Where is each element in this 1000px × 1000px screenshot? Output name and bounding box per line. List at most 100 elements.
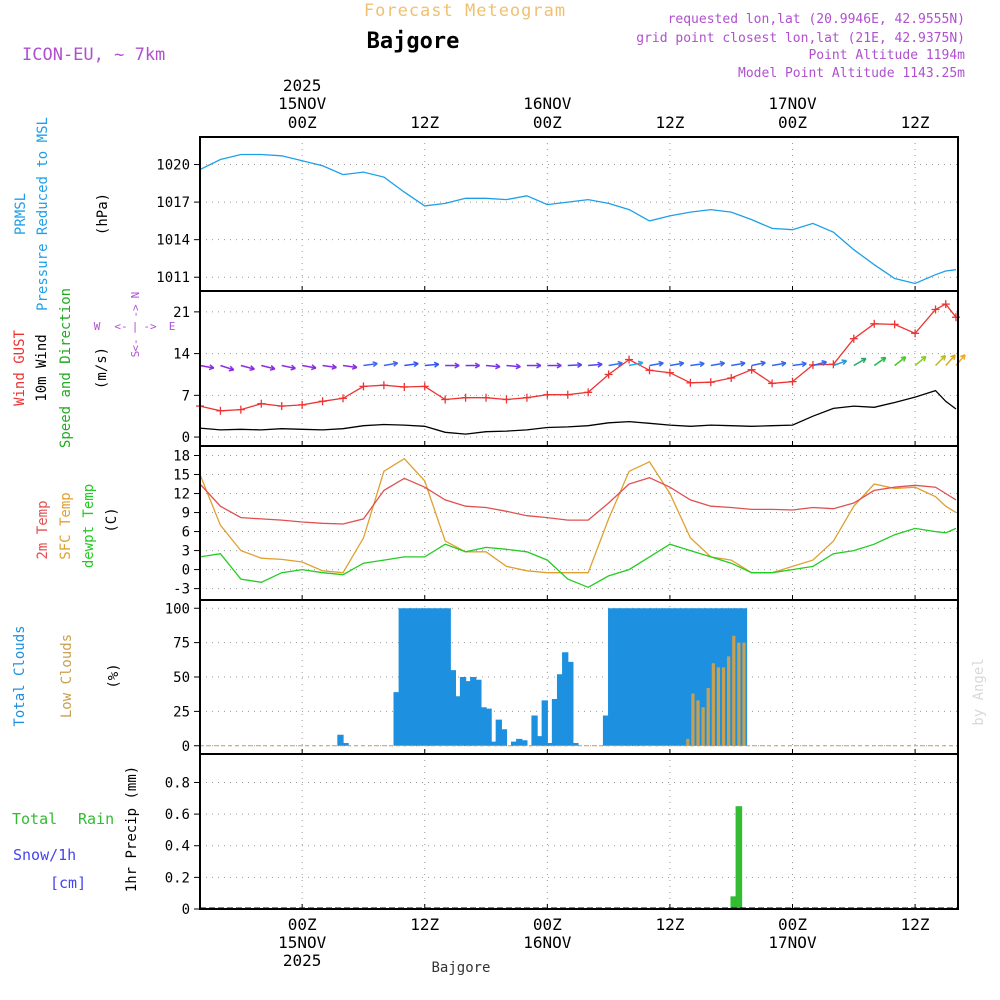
total-cloud-bar	[454, 696, 462, 746]
compass-e: E	[169, 320, 176, 333]
bottom-tick-label: 12Z	[655, 915, 684, 934]
ytick-label: -3	[173, 582, 190, 598]
low-cloud-bar	[706, 688, 710, 746]
arrow-shaft	[261, 364, 276, 370]
ytick-label: 7	[182, 388, 190, 404]
wind-direction-arrow	[506, 363, 521, 370]
total-cloud-bar	[567, 661, 574, 746]
total-cloud-bar	[705, 608, 712, 746]
total-cloud-bar	[521, 740, 528, 746]
grid-point-coords: grid point closest lon,lat (21E, 42.9375…	[636, 31, 965, 46]
bottom-tick-label: 12Z	[410, 915, 439, 934]
arrow-head-b	[228, 369, 234, 372]
total-cloud-bar	[602, 715, 610, 746]
total-cloud-bar	[699, 608, 707, 746]
arrow-shaft	[302, 364, 317, 369]
gust-marker	[747, 365, 756, 374]
arrow-head-b	[310, 367, 317, 371]
compass-e-arrow: ->	[143, 320, 157, 333]
low-cloud-bar	[686, 738, 690, 746]
total-cloud-bar	[648, 608, 656, 746]
total-cloud-bar	[633, 608, 640, 746]
top-tick-label: 12Z	[410, 113, 439, 132]
arrow-head-b	[434, 363, 440, 368]
total-cloud-bar	[337, 734, 344, 746]
gust-marker	[257, 399, 266, 408]
dewpt-line	[199, 527, 957, 589]
wind-direction-arrow	[833, 359, 848, 367]
total-cloud-bar	[429, 608, 436, 746]
ytick-label: 15	[173, 468, 190, 484]
precip-label-total: Total	[12, 810, 57, 828]
arrow-head-b	[413, 362, 419, 368]
low-cloud-bar	[716, 667, 721, 746]
arrow-shaft	[945, 354, 956, 367]
wind-direction-arrow	[608, 360, 623, 367]
arrow-shaft	[240, 364, 255, 370]
gust-marker	[379, 381, 388, 390]
ytick-label: 1011	[156, 270, 190, 286]
gust-marker	[400, 382, 409, 391]
pressure-label-msl: Pressure Reduced to MSL	[35, 117, 51, 311]
total-cloud-bar	[572, 743, 579, 746]
total-cloud-bar	[403, 608, 411, 746]
gust-marker	[482, 393, 491, 402]
footer-location: Bajgore	[431, 960, 490, 976]
gust-marker	[318, 397, 327, 406]
arrow-shaft	[833, 360, 847, 367]
wind-direction-arrow	[363, 361, 378, 368]
ytick-label: 0.4	[165, 839, 190, 855]
wind-direction-arrow	[281, 364, 296, 371]
arrow-shaft	[751, 361, 766, 367]
gust-marker	[686, 378, 695, 387]
total-cloud-bar	[536, 736, 543, 746]
total-cloud-bar	[449, 670, 456, 746]
wind-direction-arrow	[894, 356, 907, 367]
wind-direction-arrow	[812, 359, 827, 367]
total-cloud-bar	[424, 608, 431, 746]
watermark: by Angel	[971, 658, 987, 725]
total-cloud-bar	[444, 608, 451, 746]
wind-label-unit: (m/s)	[94, 347, 110, 389]
panel-pressure: 1011 1014 1017 1020	[156, 136, 959, 292]
wind-direction-arrow	[751, 360, 766, 367]
total-cloud-bar	[674, 608, 681, 746]
ytick-label: 0	[182, 563, 190, 579]
wind-direction-arrow	[771, 360, 787, 367]
point-altitude: Point Altitude 1194m	[808, 48, 965, 63]
arrow-head-b	[953, 354, 956, 361]
gust-marker	[768, 379, 777, 388]
arrow-head-b	[269, 368, 276, 371]
wind-direction-arrow	[261, 364, 276, 371]
gust-marker	[563, 390, 572, 399]
temp-label-unit: (C)	[104, 507, 120, 532]
bottom-tick: 12Z	[901, 915, 930, 934]
arrow-head-b	[638, 362, 644, 367]
total-cloud-bar	[459, 677, 467, 746]
total-cloud-bar	[485, 708, 492, 746]
arrow-shaft	[608, 362, 623, 367]
top-tick-label: 00Z	[533, 113, 562, 132]
ytick-label: 14	[173, 347, 190, 363]
total-cloud-bar	[659, 608, 666, 746]
wind-label-dir: Speed and Direction	[58, 288, 74, 448]
arrow-head-b	[290, 367, 296, 371]
total-cloud-bar	[398, 608, 405, 746]
wind-direction-arrow	[199, 364, 215, 371]
location-title: Bajgore	[367, 29, 460, 54]
arrow-head-b	[781, 362, 787, 367]
panel-frame	[199, 136, 959, 292]
sfc-temp-line	[199, 457, 957, 574]
total-cloud-bar	[664, 608, 671, 746]
top-tick-date: 16NOV	[523, 94, 572, 113]
compass-rose: N -> W <- | -> E <- S	[94, 292, 176, 358]
wind-direction-arrow	[731, 360, 746, 367]
arrow-shaft	[485, 364, 501, 368]
gust-marker	[502, 395, 511, 404]
gust-marker	[522, 393, 531, 402]
arrow-shaft	[873, 356, 887, 367]
pressure-label-unit: (hPa)	[95, 193, 111, 235]
